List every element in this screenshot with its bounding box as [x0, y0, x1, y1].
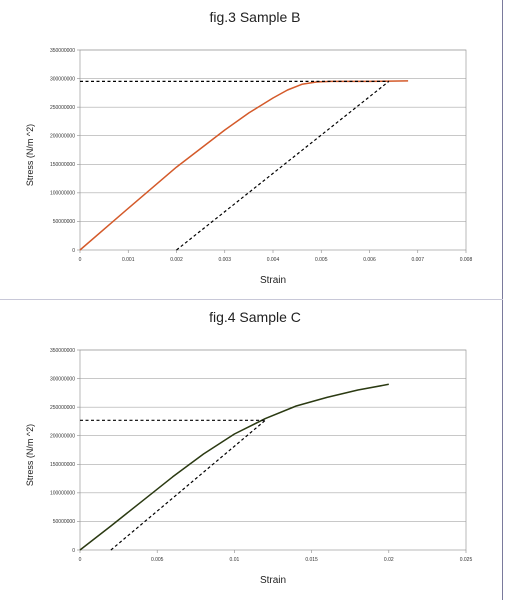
chart-title: fig.4 Sample C	[209, 309, 301, 325]
y-tick-label: 150000000	[50, 462, 75, 468]
y-tick-label: 50000000	[53, 219, 75, 225]
x-axis-label: Strain	[259, 275, 287, 286]
y-tick-label: 0	[72, 548, 75, 554]
y-tick-label: 300000000	[50, 76, 75, 82]
x-tick-label: 0.02	[384, 557, 394, 563]
x-tick-label: 0.005	[315, 257, 328, 263]
y-tick-label: 100000000	[50, 491, 75, 497]
x-tick-label: 0.025	[460, 557, 473, 563]
plot-frame	[79, 49, 467, 251]
stress-strain-curve	[79, 80, 409, 251]
y-tick-label: 300000000	[50, 376, 75, 382]
stress-strain-curve	[79, 383, 389, 551]
x-tick-label: 0.01	[230, 557, 240, 563]
x-tick-label: 0	[79, 557, 82, 563]
x-axis-label: Strain	[259, 575, 287, 586]
plot-area: 0 50000000 100000000 150000000 200000000 2500…	[50, 348, 473, 563]
x-tick-label: 0.002	[170, 257, 183, 263]
y-tick-label: 250000000	[50, 405, 75, 411]
x-tick-label: 0.015	[305, 557, 318, 563]
y-tick-label: 250000000	[50, 105, 75, 111]
x-tick-label: 0.008	[460, 257, 473, 263]
chart-title: fig.3 Sample B	[209, 9, 301, 25]
y-tick-label: 200000000	[50, 134, 75, 140]
y-tick-label: 350000000	[50, 48, 75, 54]
y-tick-label: 350000000	[50, 348, 75, 354]
panel-separator	[0, 299, 503, 300]
right-border	[502, 0, 503, 600]
x-tick-label: 0.001	[122, 257, 135, 263]
y-tick-label: 0	[72, 248, 75, 254]
plot-area: 0 50000000 100000000 150000000 200000000 2500…	[50, 48, 473, 263]
y-tick-label: 200000000	[50, 434, 75, 440]
x-tick-label: 0	[79, 257, 82, 263]
y-tick-label: 150000000	[50, 162, 75, 168]
x-tick-label: 0.004	[267, 257, 280, 263]
offset-guide-line	[176, 80, 390, 251]
offset-guide-line	[110, 419, 266, 551]
x-tick-label: 0.005	[151, 557, 164, 563]
x-tick-label: 0.007	[411, 257, 424, 263]
y-tick-label: 50000000	[53, 519, 75, 525]
x-tick-label: 0.006	[363, 257, 376, 263]
plot-frame	[79, 349, 467, 551]
y-tick-label: 100000000	[50, 191, 75, 197]
x-tick-label: 0.003	[218, 257, 231, 263]
